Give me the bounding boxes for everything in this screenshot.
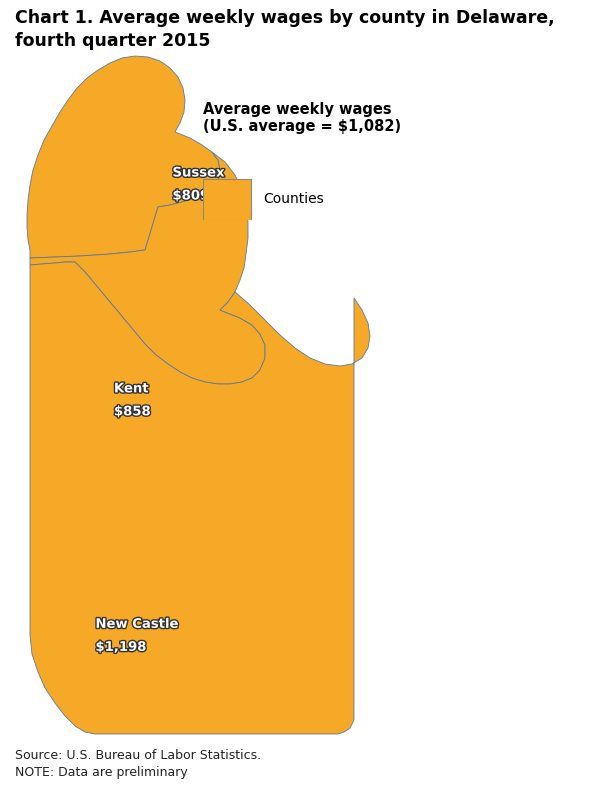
Text: $809: $809 xyxy=(172,189,209,203)
Text: Sussex: Sussex xyxy=(172,166,225,180)
Polygon shape xyxy=(30,152,265,384)
Polygon shape xyxy=(30,262,370,734)
Text: $1,198: $1,198 xyxy=(95,641,147,654)
Bar xyxy=(203,179,251,220)
Text: New Castle: New Castle xyxy=(95,618,179,631)
Text: Chart 1. Average weekly wages by county in Delaware,
fourth quarter 2015: Chart 1. Average weekly wages by county … xyxy=(15,9,555,49)
Text: $858: $858 xyxy=(114,405,151,418)
Text: Counties: Counties xyxy=(264,192,324,206)
Text: Source: U.S. Bureau of Labor Statistics.
NOTE: Data are preliminary: Source: U.S. Bureau of Labor Statistics.… xyxy=(15,749,262,779)
Polygon shape xyxy=(27,56,220,258)
Text: Average weekly wages
(U.S. average = $1,082): Average weekly wages (U.S. average = $1,… xyxy=(203,102,402,134)
Text: Kent: Kent xyxy=(114,382,148,396)
